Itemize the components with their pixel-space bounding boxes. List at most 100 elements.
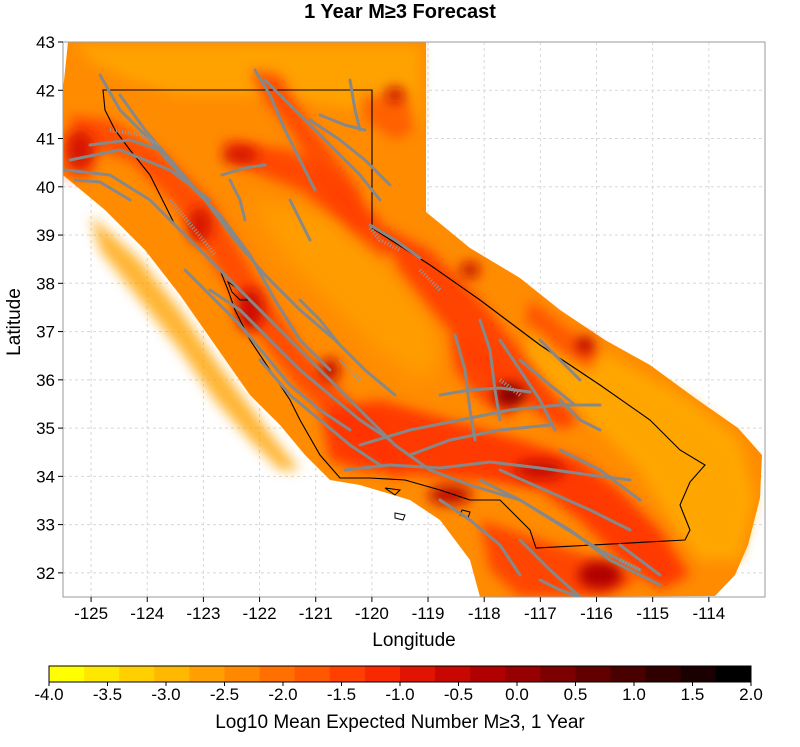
coastline-island: [394, 512, 406, 521]
plot-area: -125 -124 -123 -122 -121 -120 -119 -118 -117 -116…: [36, 33, 766, 623]
fault-trace: [538, 578, 582, 597]
y-tick-label: 34: [36, 467, 55, 486]
fault-trace: [308, 118, 392, 187]
x-tick-label: -124: [130, 604, 164, 623]
x-tick-label: -122: [243, 604, 277, 623]
forecast-fringe: [75, 45, 420, 130]
colorbar-cell: [680, 666, 717, 682]
colorbar-tick-label: 0.5: [564, 685, 588, 704]
fault-trace: [183, 268, 352, 432]
fault-trace: [498, 468, 632, 532]
colorbar-cell: [224, 666, 261, 682]
x-tick-label: -121: [299, 604, 333, 623]
x-tick-label: -114: [692, 604, 725, 623]
x-tick-label: -120: [355, 604, 389, 623]
colorbar-cell: [575, 666, 612, 682]
x-tick-label: -123: [186, 604, 220, 623]
hotspot: [578, 561, 622, 589]
colorbar-label: Log10 Mean Expected Number M≥3, 1 Year: [215, 712, 585, 733]
x-tick-label: -115: [636, 604, 669, 623]
forecast-valley: [250, 200, 440, 380]
fault-trace: [263, 78, 382, 202]
y-axis-ticks: 32 33 34 35 36 37 38 39 40 41 42 43: [36, 33, 63, 583]
colorbar-cell: [189, 666, 225, 682]
hotspot: [236, 288, 264, 332]
colorbar-cell: [259, 666, 296, 682]
y-tick-label: 40: [36, 178, 55, 197]
fault-trace: [618, 543, 662, 577]
colorbar-cell: [400, 666, 436, 682]
forecast-fringe: [90, 215, 300, 470]
fault-trace: [288, 198, 312, 242]
fault-trace: [438, 386, 532, 397]
colorbar-tick-label: 2.0: [739, 685, 763, 704]
colorbar-cell: [119, 666, 155, 682]
fault-hatch-trace: [168, 198, 217, 257]
hotspot: [188, 207, 212, 243]
fault-trace: [208, 288, 392, 442]
fault-trace: [98, 73, 332, 372]
fault-trace: [73, 178, 132, 202]
fault-trace: [478, 478, 642, 572]
fault-trace: [228, 178, 247, 222]
coastline-island: [384, 487, 402, 496]
colorbar-tick-label: -2.5: [210, 685, 239, 704]
fault-hatch-trace: [109, 128, 161, 147]
y-tick-label: 43: [36, 33, 55, 52]
colorbar-cell: [329, 666, 366, 682]
plot-frame: [62, 41, 766, 598]
y-tick-label: 33: [36, 516, 55, 535]
y-tick-label: 36: [36, 371, 55, 390]
fault-hatch-trace: [619, 558, 641, 572]
colorbar: -4.0 -3.5 -3.0 -2.5 -2.0 -1.5 -1.0 -0.5 0.0 0.5 1.…: [34, 665, 763, 733]
colorbar-cell: [540, 666, 576, 682]
x-tick-label: -125: [74, 604, 108, 623]
x-axis-ticks: -125 -124 -123 -122 -121 -120 -119 -118 -117 -116…: [74, 597, 725, 623]
fault-trace: [478, 318, 502, 422]
y-tick-label: 35: [36, 419, 55, 438]
colorbar-tick-label: -1.5: [327, 685, 356, 704]
fault-hatch: [109, 128, 641, 572]
fault-trace: [348, 78, 362, 132]
y-tick-label: 41: [36, 130, 55, 149]
y-tick-label: 32: [36, 564, 55, 583]
colorbar-cell: [505, 666, 541, 682]
hotspot: [460, 262, 480, 278]
colorbar-cell: [470, 666, 506, 682]
colorbar-cell: [645, 666, 682, 682]
fault-hatch-trace: [498, 378, 522, 397]
colorbar-tick-label: -0.5: [444, 685, 473, 704]
colorbar-tick-label: -3.0: [151, 685, 180, 704]
y-tick-label: 42: [36, 81, 55, 100]
map-title: 1 Year M≥3 Forecast: [304, 1, 496, 23]
colorbar-tick-label: 0.0: [505, 685, 529, 704]
hotspot: [385, 87, 405, 103]
colorbar-ticks: -4.0 -3.5 -3.0 -2.5 -2.0 -1.5 -1.0 -0.5 0.0 0.5 1.…: [34, 682, 763, 704]
hotspot: [222, 145, 258, 165]
colorbar-tick-label: 1.0: [622, 685, 646, 704]
y-tick-label: 37: [36, 323, 55, 342]
fault-trace: [318, 113, 367, 132]
colorbar-cell: [435, 666, 471, 682]
fault-trace: [438, 498, 522, 577]
y-tick-label: 39: [36, 226, 55, 245]
fault-trace: [343, 460, 632, 482]
colorbar-cell: [715, 666, 752, 682]
colorbar-cell: [154, 666, 190, 682]
colorbar-cells: [49, 666, 752, 682]
fault-hatch-trace: [368, 226, 401, 252]
forecast-raster: [63, 42, 762, 597]
colorbar-tick-label: -3.5: [93, 685, 122, 704]
colorbar-tick-label: -4.0: [34, 685, 63, 704]
fault-trace: [258, 358, 382, 467]
colorbar-tick-label: -1.0: [385, 685, 414, 704]
hotspot: [576, 337, 594, 353]
colorbar-cell: [610, 666, 647, 682]
fault-trace: [538, 338, 582, 382]
hotspot: [66, 130, 94, 170]
fault-trace: [558, 448, 642, 502]
fault-trace: [88, 138, 162, 152]
fault-trace: [368, 223, 422, 260]
y-axis-label: Latitude: [4, 288, 25, 356]
